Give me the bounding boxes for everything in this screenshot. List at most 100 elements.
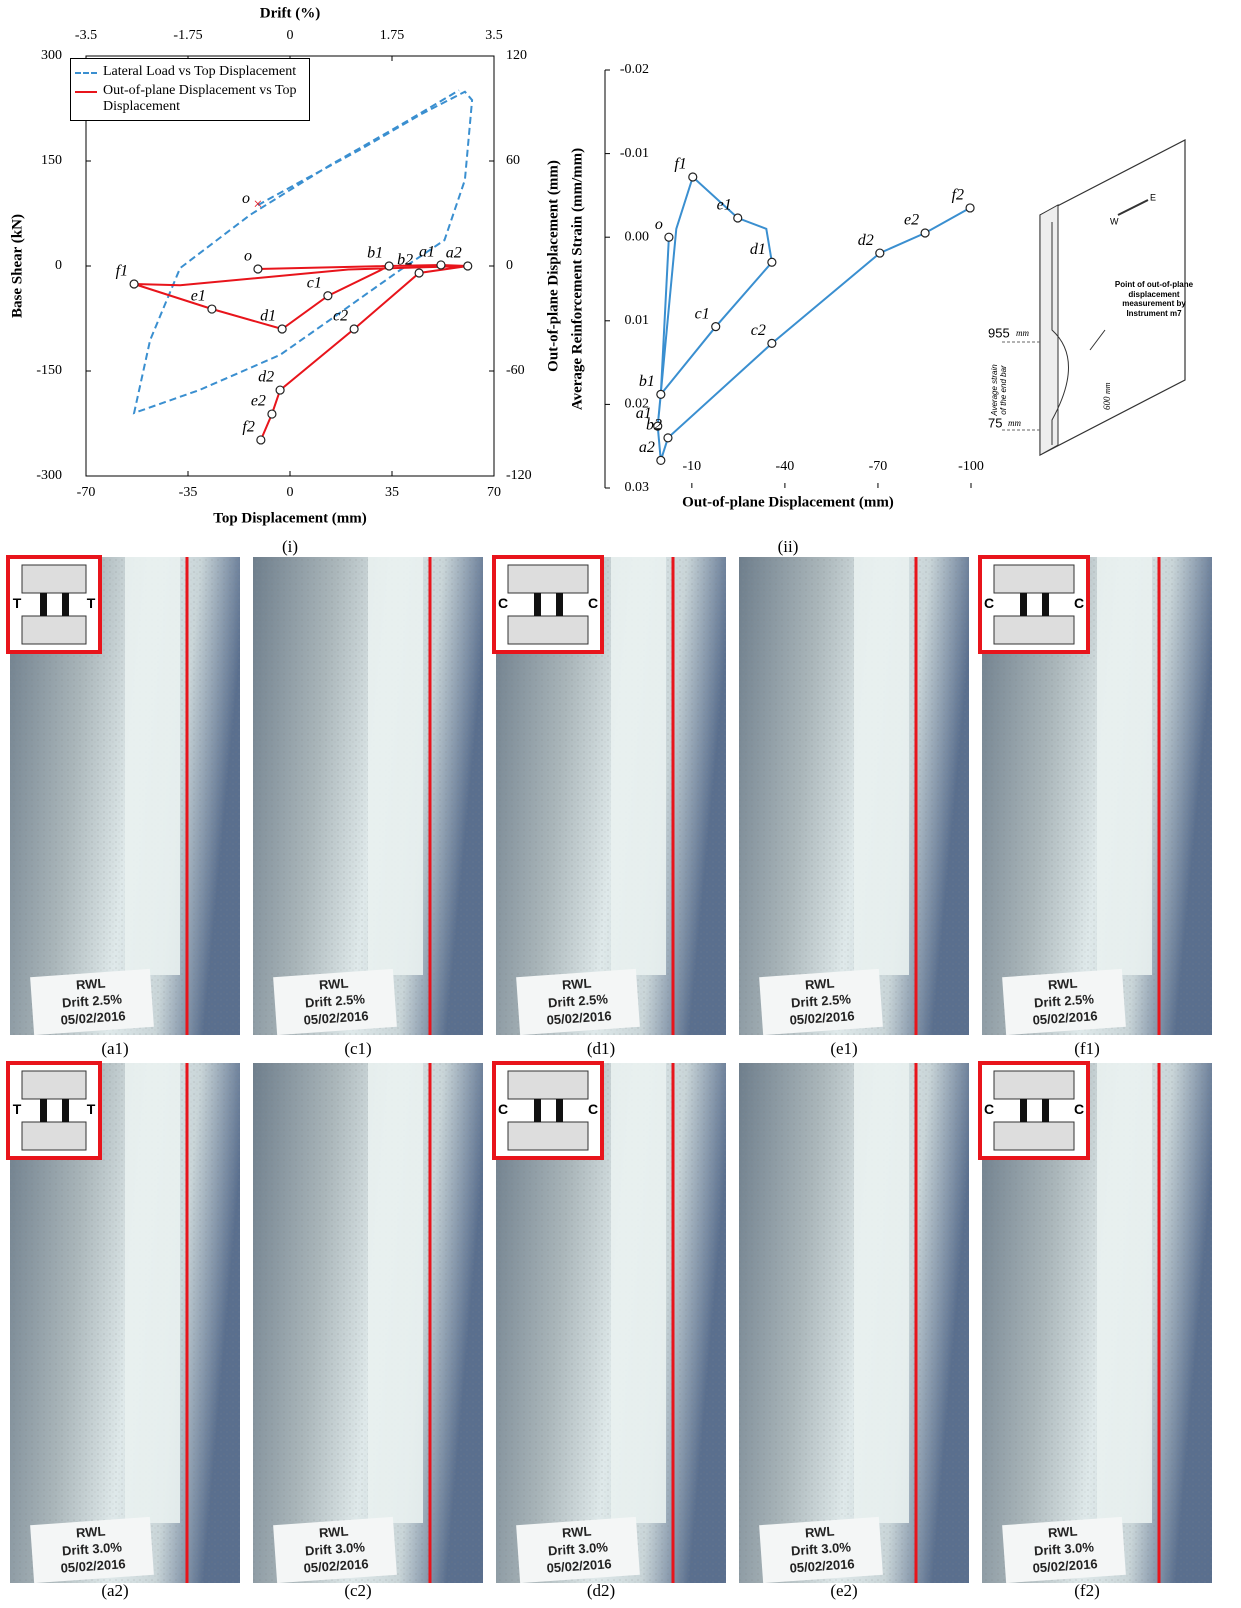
inset-block bbox=[21, 1070, 87, 1100]
point-marker bbox=[965, 203, 975, 213]
legend: Lateral Load vs Top Displacement Out-of-p… bbox=[70, 58, 310, 121]
wall bbox=[611, 1063, 666, 1523]
dimension-value: 955 bbox=[988, 325, 1010, 340]
inset-label: C bbox=[588, 1101, 598, 1117]
y-tick-label: 0.00 bbox=[625, 229, 650, 244]
inset-bar bbox=[534, 593, 541, 616]
wall bbox=[611, 557, 666, 975]
sign-text: RWL bbox=[805, 975, 835, 992]
sign-text: Drift 2.5% bbox=[790, 991, 851, 1010]
point-label: a1 bbox=[636, 405, 652, 422]
inset-label: C bbox=[984, 595, 994, 611]
x-axis-title: Top Displacement (mm) bbox=[213, 510, 367, 526]
point-marker bbox=[663, 433, 673, 443]
sign-text: 05/02/2016 bbox=[303, 1556, 369, 1576]
wall bbox=[125, 557, 180, 975]
sign-text: RWL bbox=[76, 975, 106, 992]
point-label: e1 bbox=[191, 288, 206, 305]
sign bbox=[30, 968, 154, 1036]
diagram-side-note: Average strain of the end bar bbox=[990, 364, 1008, 416]
point-label: b1 bbox=[367, 245, 383, 262]
point-label: e2 bbox=[904, 212, 919, 229]
legend-swatch bbox=[75, 72, 97, 74]
wall bbox=[854, 1063, 909, 1523]
photo-caption: (a1) bbox=[101, 1039, 128, 1058]
point-label: o bbox=[655, 216, 663, 233]
sign-text: 05/02/2016 bbox=[60, 1556, 126, 1576]
inset-block bbox=[507, 564, 589, 594]
inset-label: C bbox=[498, 595, 508, 611]
y-tick-label: 0.02 bbox=[625, 397, 650, 412]
wall bbox=[1097, 557, 1152, 975]
sign-text: 05/02/2016 bbox=[1032, 1556, 1098, 1576]
annotation-marker: × bbox=[253, 196, 262, 213]
dimension-value: 600 bbox=[1102, 396, 1112, 410]
x-tick-label: -70 bbox=[77, 485, 96, 500]
point-marker bbox=[688, 172, 698, 182]
point-marker bbox=[733, 213, 743, 223]
x2-tick-label: -3.5 bbox=[75, 28, 97, 43]
sign-text: 05/02/2016 bbox=[546, 1556, 612, 1576]
point-marker bbox=[256, 435, 266, 445]
caption: (i) bbox=[282, 537, 298, 556]
point-label: o bbox=[244, 248, 252, 265]
point-marker bbox=[875, 248, 885, 258]
y-tick-label: 0 bbox=[55, 258, 62, 273]
photo-caption: (a2) bbox=[101, 1581, 128, 1600]
x-tick-label: -35 bbox=[179, 485, 198, 500]
annotation: o bbox=[242, 190, 250, 207]
x-tick-label: -100 bbox=[958, 459, 984, 474]
x-tick-label: -70 bbox=[869, 459, 888, 474]
wall bbox=[368, 557, 423, 975]
inset-block bbox=[993, 1070, 1075, 1100]
point-label: c1 bbox=[307, 274, 322, 291]
sign-text: 05/02/2016 bbox=[546, 1008, 612, 1028]
sign bbox=[30, 1516, 154, 1584]
inset-bar bbox=[1020, 1099, 1027, 1122]
inset-bar bbox=[556, 593, 563, 616]
sign-text: Drift 2.5% bbox=[547, 991, 608, 1010]
point-label: b2 bbox=[397, 252, 413, 269]
point-marker bbox=[207, 304, 217, 314]
diagram-note: Point of out-of-plane displacement measu… bbox=[1114, 280, 1194, 318]
y2-tick-label: 0 bbox=[506, 258, 513, 273]
sign-text: Drift 2.5% bbox=[304, 991, 365, 1010]
x-tick-label: 0 bbox=[287, 485, 294, 500]
photo-caption: (e2) bbox=[830, 1581, 857, 1600]
point-marker bbox=[767, 338, 777, 348]
point-marker bbox=[920, 228, 930, 238]
photo-caption: (d1) bbox=[587, 1039, 615, 1058]
inset-block bbox=[993, 1121, 1075, 1151]
inset-label: T bbox=[13, 1101, 22, 1117]
photo-caption: (c2) bbox=[344, 1581, 371, 1600]
y-tick-label: -0.01 bbox=[620, 146, 649, 161]
x2-axis-title: Drift (%) bbox=[260, 5, 320, 21]
inset-bar bbox=[1020, 593, 1027, 616]
sign bbox=[516, 968, 640, 1036]
inset-label: C bbox=[1074, 595, 1084, 611]
point-marker bbox=[349, 324, 359, 334]
inset-bar bbox=[1042, 1099, 1049, 1122]
point-label: e1 bbox=[717, 197, 732, 214]
point-marker bbox=[767, 257, 777, 267]
point-label: d1 bbox=[260, 308, 276, 325]
sign-text: RWL bbox=[319, 975, 349, 992]
sign-text: Drift 2.5% bbox=[61, 991, 122, 1010]
sign bbox=[516, 1516, 640, 1584]
sign-text: Drift 3.0% bbox=[1033, 1539, 1094, 1558]
legend-label: Lateral Load vs Top Displacement bbox=[103, 64, 297, 79]
point-label: d2 bbox=[858, 232, 874, 249]
point-label: f1 bbox=[116, 263, 128, 280]
x-tick-label: -40 bbox=[776, 459, 795, 474]
slab-diagram bbox=[1000, 139, 1186, 456]
inset-block bbox=[507, 615, 589, 645]
point-label: a2 bbox=[639, 439, 655, 456]
x-tick-label: -10 bbox=[683, 459, 702, 474]
